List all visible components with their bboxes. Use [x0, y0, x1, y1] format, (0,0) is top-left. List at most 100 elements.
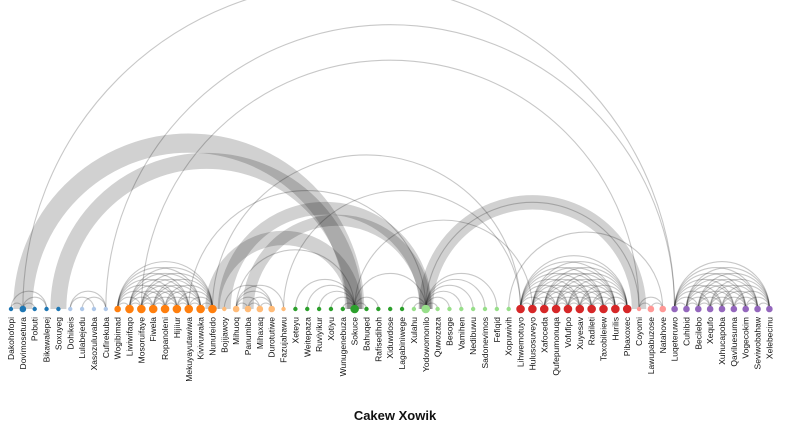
node-dot[interactable]	[706, 305, 714, 313]
node-dot[interactable]	[148, 304, 158, 314]
node-dot[interactable]	[222, 306, 227, 312]
node-dot[interactable]	[647, 305, 655, 313]
node-dot[interactable]	[160, 304, 170, 314]
node-dot[interactable]	[399, 306, 405, 312]
arc-link	[13, 133, 365, 310]
node-dot[interactable]	[268, 305, 276, 313]
node-dot[interactable]	[435, 306, 440, 312]
arc-link	[697, 272, 770, 310]
node-dot[interactable]	[695, 305, 702, 313]
node-dot[interactable]	[293, 306, 298, 312]
node-dot[interactable]	[742, 305, 749, 313]
node-dot[interactable]	[208, 304, 217, 314]
arc-link	[543, 267, 628, 310]
node-dot[interactable]	[103, 306, 109, 312]
node-label: Fiwela	[148, 317, 158, 342]
node-dot[interactable]	[459, 306, 464, 312]
arc-link	[721, 290, 759, 310]
node-dot[interactable]	[125, 304, 134, 314]
node-dot[interactable]	[494, 306, 500, 312]
arc-link	[211, 154, 522, 310]
arc-link	[520, 267, 605, 310]
node-dot[interactable]	[388, 306, 393, 312]
node-label: Hijiiur	[172, 317, 182, 338]
node-dot[interactable]	[256, 305, 264, 313]
node-label: Bojijawoy	[219, 316, 229, 353]
node-dot[interactable]	[196, 304, 205, 314]
arc-link	[117, 267, 202, 310]
node-dot[interactable]	[44, 306, 49, 312]
node-dot[interactable]	[19, 305, 27, 313]
node-label: Seviwobahaw	[753, 316, 763, 369]
node-label: Natahove	[658, 317, 668, 354]
node-dot[interactable]	[516, 304, 525, 314]
node-dot[interactable]	[376, 306, 381, 312]
node-dot[interactable]	[364, 306, 369, 312]
node-dot[interactable]	[611, 304, 620, 314]
arc-link	[531, 284, 581, 310]
node-dot[interactable]	[68, 306, 73, 312]
arc-link	[425, 272, 498, 310]
node-label: Bikawalepej	[42, 317, 52, 362]
node-label: Xafoceda	[539, 317, 549, 353]
node-dot[interactable]	[32, 306, 37, 312]
arc-link	[69, 290, 107, 310]
arc-link	[543, 272, 616, 310]
node-dot[interactable]	[340, 306, 345, 312]
node-dot[interactable]	[421, 304, 431, 314]
arc-link	[140, 284, 190, 310]
node-dot[interactable]	[636, 306, 642, 312]
arc-link	[685, 296, 711, 310]
node-dot[interactable]	[137, 304, 146, 314]
node-dot[interactable]	[587, 304, 596, 314]
arc-link	[520, 272, 593, 310]
node-dot[interactable]	[305, 306, 310, 312]
node-dot[interactable]	[575, 304, 585, 314]
node-dot[interactable]	[754, 305, 761, 313]
node-dot[interactable]	[482, 306, 488, 312]
node-dot[interactable]	[79, 306, 85, 312]
node-dot[interactable]	[470, 306, 476, 312]
arc-link	[354, 219, 533, 310]
node-dot[interactable]	[447, 306, 452, 312]
node-label: Wogibimad	[113, 317, 123, 360]
node-dot[interactable]	[244, 305, 252, 313]
node-dot[interactable]	[539, 304, 549, 314]
node-dot[interactable]	[114, 305, 121, 313]
node-dot[interactable]	[551, 304, 561, 314]
node-dot[interactable]	[622, 304, 632, 314]
node-dot[interactable]	[56, 306, 61, 312]
node-dot[interactable]	[506, 306, 511, 312]
node-dot[interactable]	[232, 305, 240, 313]
arc-link	[555, 272, 628, 310]
node-dot[interactable]	[8, 306, 14, 312]
node-dot[interactable]	[328, 306, 334, 312]
node-dot[interactable]	[563, 304, 573, 314]
arc-link	[685, 278, 747, 310]
node-dot[interactable]	[659, 305, 667, 313]
node-dot[interactable]	[411, 306, 417, 312]
node-dot[interactable]	[91, 306, 97, 312]
arc-link	[117, 261, 213, 310]
node-label: Qaviluesuma	[729, 317, 739, 367]
node-dot[interactable]	[350, 304, 359, 314]
node-dot[interactable]	[683, 305, 690, 313]
node-label: Xulahu	[409, 317, 419, 344]
node-dot[interactable]	[730, 305, 738, 313]
arc-link	[354, 272, 427, 310]
node-dot[interactable]	[766, 305, 773, 313]
node-label: Nedibuwu	[468, 317, 478, 355]
node-dot[interactable]	[671, 305, 678, 313]
node-dot[interactable]	[281, 306, 286, 312]
node-dot[interactable]	[172, 304, 182, 314]
node-label: Wunugenebuza	[338, 317, 348, 377]
node-dot[interactable]	[316, 306, 322, 312]
node-dot[interactable]	[599, 304, 608, 314]
node-label: Pibaxoxec	[622, 316, 632, 356]
node-dot[interactable]	[184, 304, 194, 314]
arc-link	[531, 290, 569, 310]
arc-link	[105, 24, 676, 310]
node-dot[interactable]	[528, 304, 537, 314]
node-label: Lulabejedu	[77, 317, 87, 359]
node-dot[interactable]	[718, 305, 726, 313]
